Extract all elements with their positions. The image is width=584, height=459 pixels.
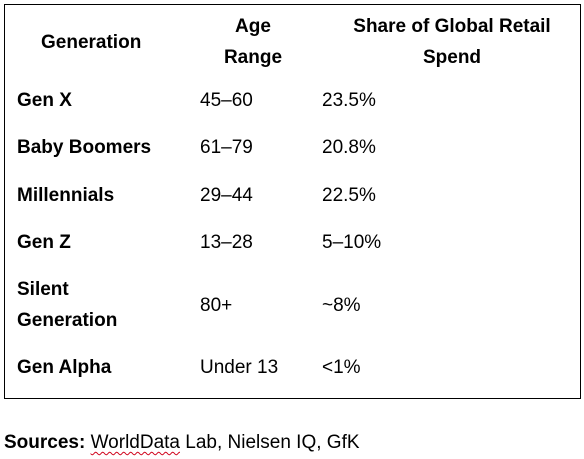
row-gen-alpha-share: <1%: [322, 357, 361, 378]
row-gen-x-generation: Gen X: [17, 90, 72, 111]
row-boomers-age: 61–79: [200, 137, 253, 158]
header-share-line2: Spend: [422, 47, 482, 68]
header-generation: Generation: [41, 32, 142, 53]
sources-rest: Lab, Nielsen IQ, GfK: [180, 432, 360, 453]
row-gen-x-age: 45–60: [200, 90, 253, 111]
row-millennials-generation: Millennials: [17, 185, 115, 206]
row-silent-generation-line2: Generation: [17, 310, 118, 331]
row-boomers-share: 20.8%: [322, 137, 376, 158]
row-silent-age: 80+: [200, 295, 233, 316]
row-gen-alpha-generation: Gen Alpha: [17, 357, 112, 378]
row-silent-generation-line1: Silent: [17, 279, 69, 300]
header-age-line2: Range: [223, 47, 283, 68]
row-gen-z-age: 13–28: [200, 232, 253, 253]
header-share-line1: Share of Global Retail: [353, 16, 551, 37]
row-gen-z-share: 5–10%: [322, 232, 382, 253]
header-age-line1: Age: [235, 16, 271, 37]
header-age-range: Age Range: [208, 11, 298, 73]
row-millennials-age: 29–44: [200, 185, 253, 206]
row-gen-alpha-age: Under 13: [200, 357, 279, 378]
row-silent-generation: Silent Generation: [17, 274, 117, 336]
sources-line: Sources: WorldData Lab, Nielsen IQ, GfK: [4, 427, 360, 458]
generation-spend-table: Generation Age Range Share of Global Ret…: [4, 4, 581, 399]
header-share: Share of Global Retail Spend: [332, 11, 572, 73]
sources-label: Sources:: [4, 432, 86, 453]
row-millennials-share: 22.5%: [322, 185, 376, 206]
row-silent-share: ~8%: [322, 295, 361, 316]
sources-worlddata: WorldData: [90, 432, 180, 453]
row-gen-x-share: 23.5%: [322, 90, 376, 111]
row-gen-z-generation: Gen Z: [17, 232, 71, 253]
row-boomers-generation: Baby Boomers: [17, 137, 152, 158]
